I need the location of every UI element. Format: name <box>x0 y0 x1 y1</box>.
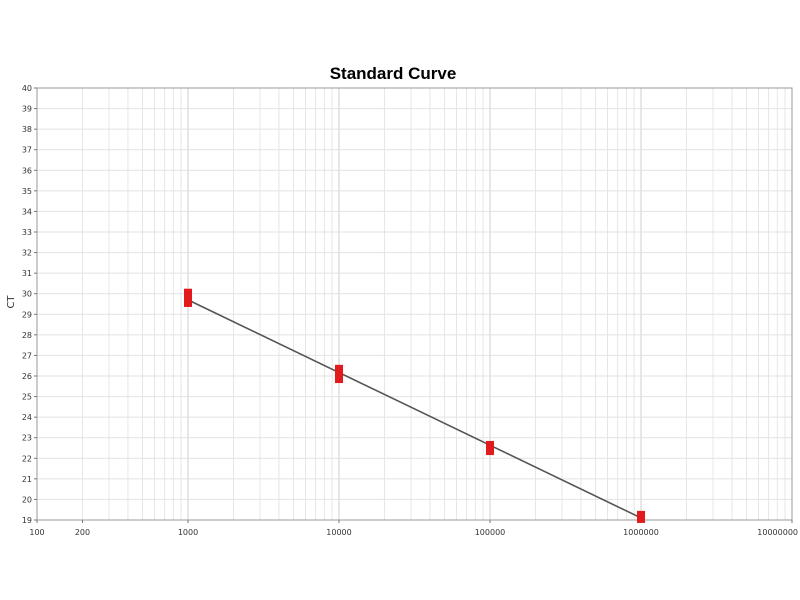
y-tick-label: 19 <box>22 516 32 525</box>
regression-line <box>187 299 642 519</box>
data-point <box>486 445 494 456</box>
x-tick-label: 100000 <box>475 528 506 537</box>
y-tick-label: 28 <box>22 331 32 340</box>
y-tick-label: 26 <box>22 372 32 381</box>
data-point <box>335 364 343 375</box>
y-tick-label: 27 <box>22 351 32 360</box>
y-tick-label: 29 <box>22 310 32 319</box>
fit-line <box>187 299 642 519</box>
y-tick-label: 24 <box>22 413 32 422</box>
x-tick-label: 10000000 <box>757 528 798 537</box>
x-tick-label: 10000 <box>326 528 351 537</box>
data-point <box>637 512 645 523</box>
x-tick-label: 1000 <box>178 528 198 537</box>
y-tick-label: 35 <box>22 187 32 196</box>
y-tick-label: 39 <box>22 105 32 114</box>
y-axis-ticks: 19 20 21 22 23 24 25 26 27 28 29 30 31 32 33 34 35 36 37 38… <box>22 84 37 525</box>
y-tick-label: 23 <box>22 434 32 443</box>
x-tick-label: 100 <box>29 528 44 537</box>
y-tick-label: 30 <box>22 290 32 299</box>
x-tick-label: 1000000 <box>623 528 659 537</box>
y-tick-label: 33 <box>22 228 32 237</box>
y-tick-label: 31 <box>22 269 32 278</box>
x-axis-ticks: 100 200 1000 10000 100000 1000000 10000000 <box>29 520 798 537</box>
x-tick-label: 200 <box>75 528 90 537</box>
chart-title: Standard Curve <box>330 64 457 83</box>
grid <box>36 87 792 521</box>
y-tick-label: 38 <box>22 125 32 134</box>
plot-area-frame <box>36 87 793 521</box>
y-tick-label: 21 <box>22 475 32 484</box>
y-tick-label: 22 <box>22 454 32 463</box>
data-point <box>184 288 192 299</box>
y-tick-label: 40 <box>22 84 32 93</box>
data-points <box>184 288 645 523</box>
y-tick-label: 34 <box>22 207 32 216</box>
y-tick-label: 25 <box>22 393 32 402</box>
data-point <box>184 296 192 307</box>
y-tick-label: 20 <box>22 495 32 504</box>
y-tick-label: 37 <box>22 146 32 155</box>
data-point <box>335 373 343 384</box>
y-tick-label: 36 <box>22 166 32 175</box>
y-axis-label: CT <box>6 295 17 309</box>
y-tick-label: 32 <box>22 249 32 258</box>
